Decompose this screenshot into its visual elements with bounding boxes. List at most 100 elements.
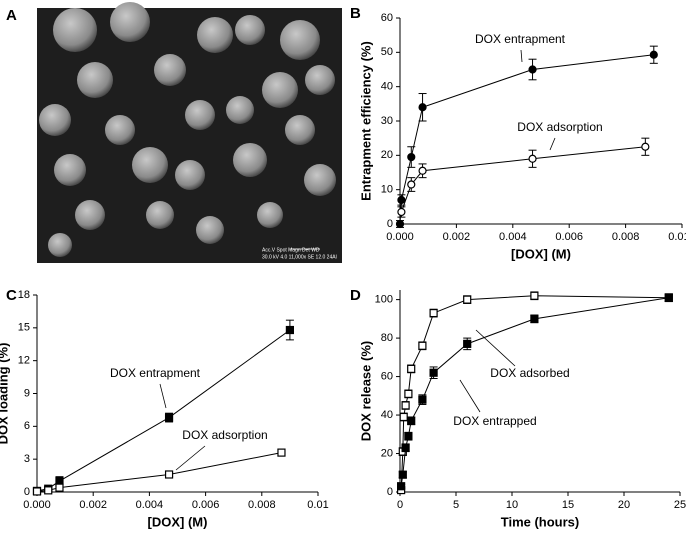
y-tick-label: 9 bbox=[24, 387, 30, 399]
panel-label: C bbox=[6, 287, 17, 304]
data-point bbox=[164, 413, 174, 422]
y-tick-label: 0 bbox=[24, 486, 30, 498]
data-point bbox=[407, 364, 416, 373]
x-tick-label: 0.000 bbox=[23, 499, 51, 511]
data-point bbox=[55, 483, 64, 492]
data-point bbox=[528, 65, 537, 74]
data-point bbox=[397, 482, 406, 491]
particles bbox=[39, 2, 336, 257]
x-tick-label: 0.010 bbox=[668, 231, 686, 243]
annotation: DOX entrapment bbox=[110, 366, 201, 380]
data-point bbox=[404, 389, 413, 398]
data-point bbox=[164, 470, 174, 479]
x-axis-label: [DOX] (M) bbox=[511, 246, 571, 261]
annotation-arrow bbox=[459, 379, 481, 413]
x-tick-label: 0.004 bbox=[136, 499, 164, 511]
data-point bbox=[528, 154, 537, 163]
data-point bbox=[530, 291, 539, 300]
x-axis-label: Time (hours) bbox=[501, 514, 580, 529]
data-point bbox=[401, 443, 410, 452]
y-tick-label: 60 bbox=[381, 370, 393, 382]
data-point bbox=[418, 103, 427, 112]
data-point bbox=[429, 368, 438, 377]
annotation: DOX adsorption bbox=[182, 428, 267, 442]
y-tick-label: 60 bbox=[381, 12, 393, 24]
data-point bbox=[530, 314, 539, 323]
panel-label: B bbox=[350, 5, 361, 22]
x-tick-label: 0.002 bbox=[79, 499, 107, 511]
sem-caption: 30.0 kV 4.0 11,000x SE 12.0 24Al bbox=[262, 254, 337, 260]
y-tick-label: 0 bbox=[387, 218, 393, 230]
x-tick-label: 0.006 bbox=[192, 499, 220, 511]
data-point bbox=[407, 152, 416, 162]
y-tick-label: 10 bbox=[381, 184, 393, 196]
data-point bbox=[407, 180, 416, 189]
series-line bbox=[400, 295, 669, 491]
y-tick-label: 18 bbox=[18, 289, 30, 301]
data-point bbox=[418, 395, 427, 404]
data-point bbox=[407, 416, 416, 425]
y-tick-label: 100 bbox=[375, 294, 393, 306]
data-point bbox=[649, 50, 658, 59]
data-point bbox=[395, 219, 405, 229]
x-tick-label: 0.008 bbox=[612, 231, 640, 243]
series-line bbox=[400, 146, 646, 213]
y-axis-label: DOX release (%) bbox=[358, 341, 373, 441]
x-tick-label: 0.006 bbox=[555, 231, 583, 243]
x-tick-label: 0 bbox=[397, 499, 403, 511]
annotation: DOX adsorption bbox=[517, 120, 602, 134]
x-tick-label: 15 bbox=[562, 499, 574, 511]
data-point bbox=[285, 325, 294, 335]
data-point bbox=[277, 448, 286, 457]
y-tick-label: 20 bbox=[381, 447, 393, 459]
x-tick-label: 10 bbox=[506, 499, 518, 511]
annotation-arrow bbox=[520, 49, 523, 63]
y-tick-label: 20 bbox=[381, 149, 393, 161]
annotation: DOX adsorbed bbox=[490, 366, 569, 380]
data-point bbox=[463, 295, 472, 304]
y-tick-label: 40 bbox=[381, 409, 393, 421]
annotation: DOX entrapped bbox=[453, 414, 536, 428]
panel-label: A bbox=[6, 7, 17, 24]
sem-image: Acc.V Spot Magn Det WD 30.0 kV 4.0 11,00… bbox=[37, 2, 342, 263]
y-axis-label: Entrapment efficiency (%) bbox=[358, 41, 373, 201]
data-point bbox=[664, 293, 673, 302]
y-tick-label: 3 bbox=[24, 453, 30, 465]
data-point bbox=[44, 486, 53, 495]
x-tick-label: 0.002 bbox=[443, 231, 471, 243]
data-point bbox=[32, 487, 42, 496]
panel-label: D bbox=[350, 287, 361, 304]
data-point bbox=[401, 401, 410, 410]
data-point bbox=[463, 339, 472, 348]
data-point bbox=[418, 341, 427, 350]
x-axis-label: [DOX] (M) bbox=[148, 514, 208, 529]
data-point bbox=[404, 432, 413, 441]
data-point bbox=[55, 476, 64, 486]
x-tick-label: 20 bbox=[618, 499, 630, 511]
y-tick-label: 80 bbox=[381, 332, 393, 344]
sem-caption: Acc.V Spot Magn Det WD bbox=[262, 247, 320, 253]
y-tick-label: 30 bbox=[381, 115, 393, 127]
series-line bbox=[399, 54, 654, 225]
data-point bbox=[418, 166, 427, 175]
y-tick-label: 15 bbox=[18, 322, 30, 334]
data-point bbox=[398, 470, 407, 479]
x-tick-label: 0.004 bbox=[499, 231, 527, 243]
y-axis-label: DOX loading (%) bbox=[0, 343, 10, 445]
data-point bbox=[429, 308, 438, 318]
y-tick-label: 50 bbox=[381, 46, 393, 58]
annotation: DOX entrapment bbox=[475, 32, 566, 46]
x-tick-label: 0.008 bbox=[248, 499, 276, 511]
x-tick-label: 25 bbox=[674, 499, 686, 511]
x-tick-label: 0.01 bbox=[307, 499, 328, 511]
y-tick-label: 0 bbox=[387, 486, 393, 498]
annotation-arrow bbox=[475, 329, 516, 367]
series-line bbox=[400, 297, 669, 487]
series-line bbox=[36, 329, 291, 492]
y-tick-label: 6 bbox=[24, 420, 30, 432]
annotation-arrow bbox=[159, 383, 167, 409]
data-point bbox=[641, 142, 650, 151]
data-point bbox=[397, 195, 406, 205]
